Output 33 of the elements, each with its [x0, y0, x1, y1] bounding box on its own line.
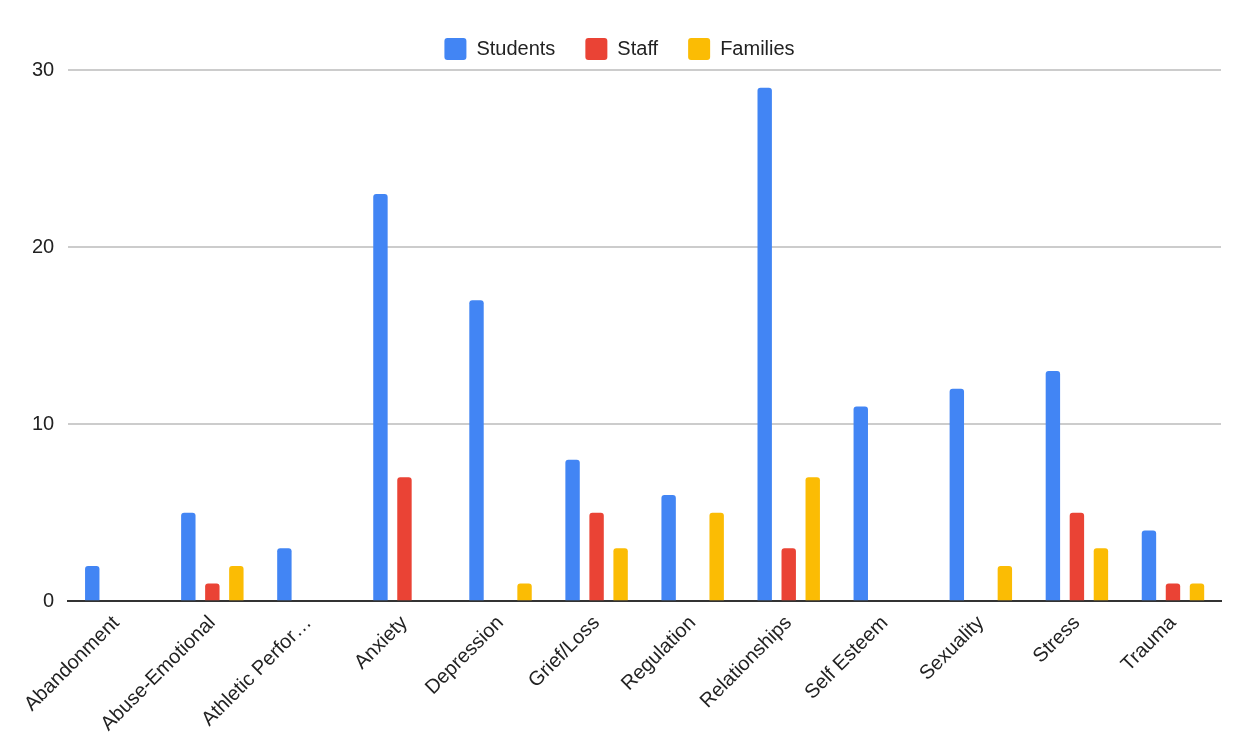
bar — [589, 512, 604, 601]
bar — [517, 583, 532, 601]
bar — [277, 548, 292, 601]
bar — [1189, 583, 1205, 601]
bar — [565, 459, 580, 601]
bar — [805, 477, 820, 601]
legend-label: Families — [720, 36, 795, 59]
bar — [85, 565, 100, 601]
bar — [613, 548, 628, 601]
bar — [781, 548, 796, 601]
bar — [373, 193, 388, 601]
y-tick-label: 10 — [32, 411, 55, 434]
bar — [229, 565, 244, 601]
bar — [205, 583, 220, 601]
y-tick-label: 0 — [43, 588, 55, 611]
bar — [1141, 530, 1157, 601]
bar — [709, 512, 724, 601]
bar — [469, 300, 484, 601]
bar — [1165, 583, 1181, 601]
bar — [757, 87, 772, 601]
bar — [1069, 512, 1085, 601]
bar — [949, 388, 965, 601]
y-tick-label: 20 — [32, 234, 55, 257]
legend-label: Staff — [617, 36, 659, 59]
bar — [853, 406, 868, 601]
legend-label: Students — [476, 36, 556, 59]
bar — [181, 512, 196, 601]
bar — [1045, 371, 1061, 601]
bar — [997, 565, 1013, 601]
bar — [397, 477, 412, 601]
y-tick-label: 30 — [32, 57, 55, 80]
bar — [1093, 548, 1109, 601]
bar — [661, 495, 676, 601]
